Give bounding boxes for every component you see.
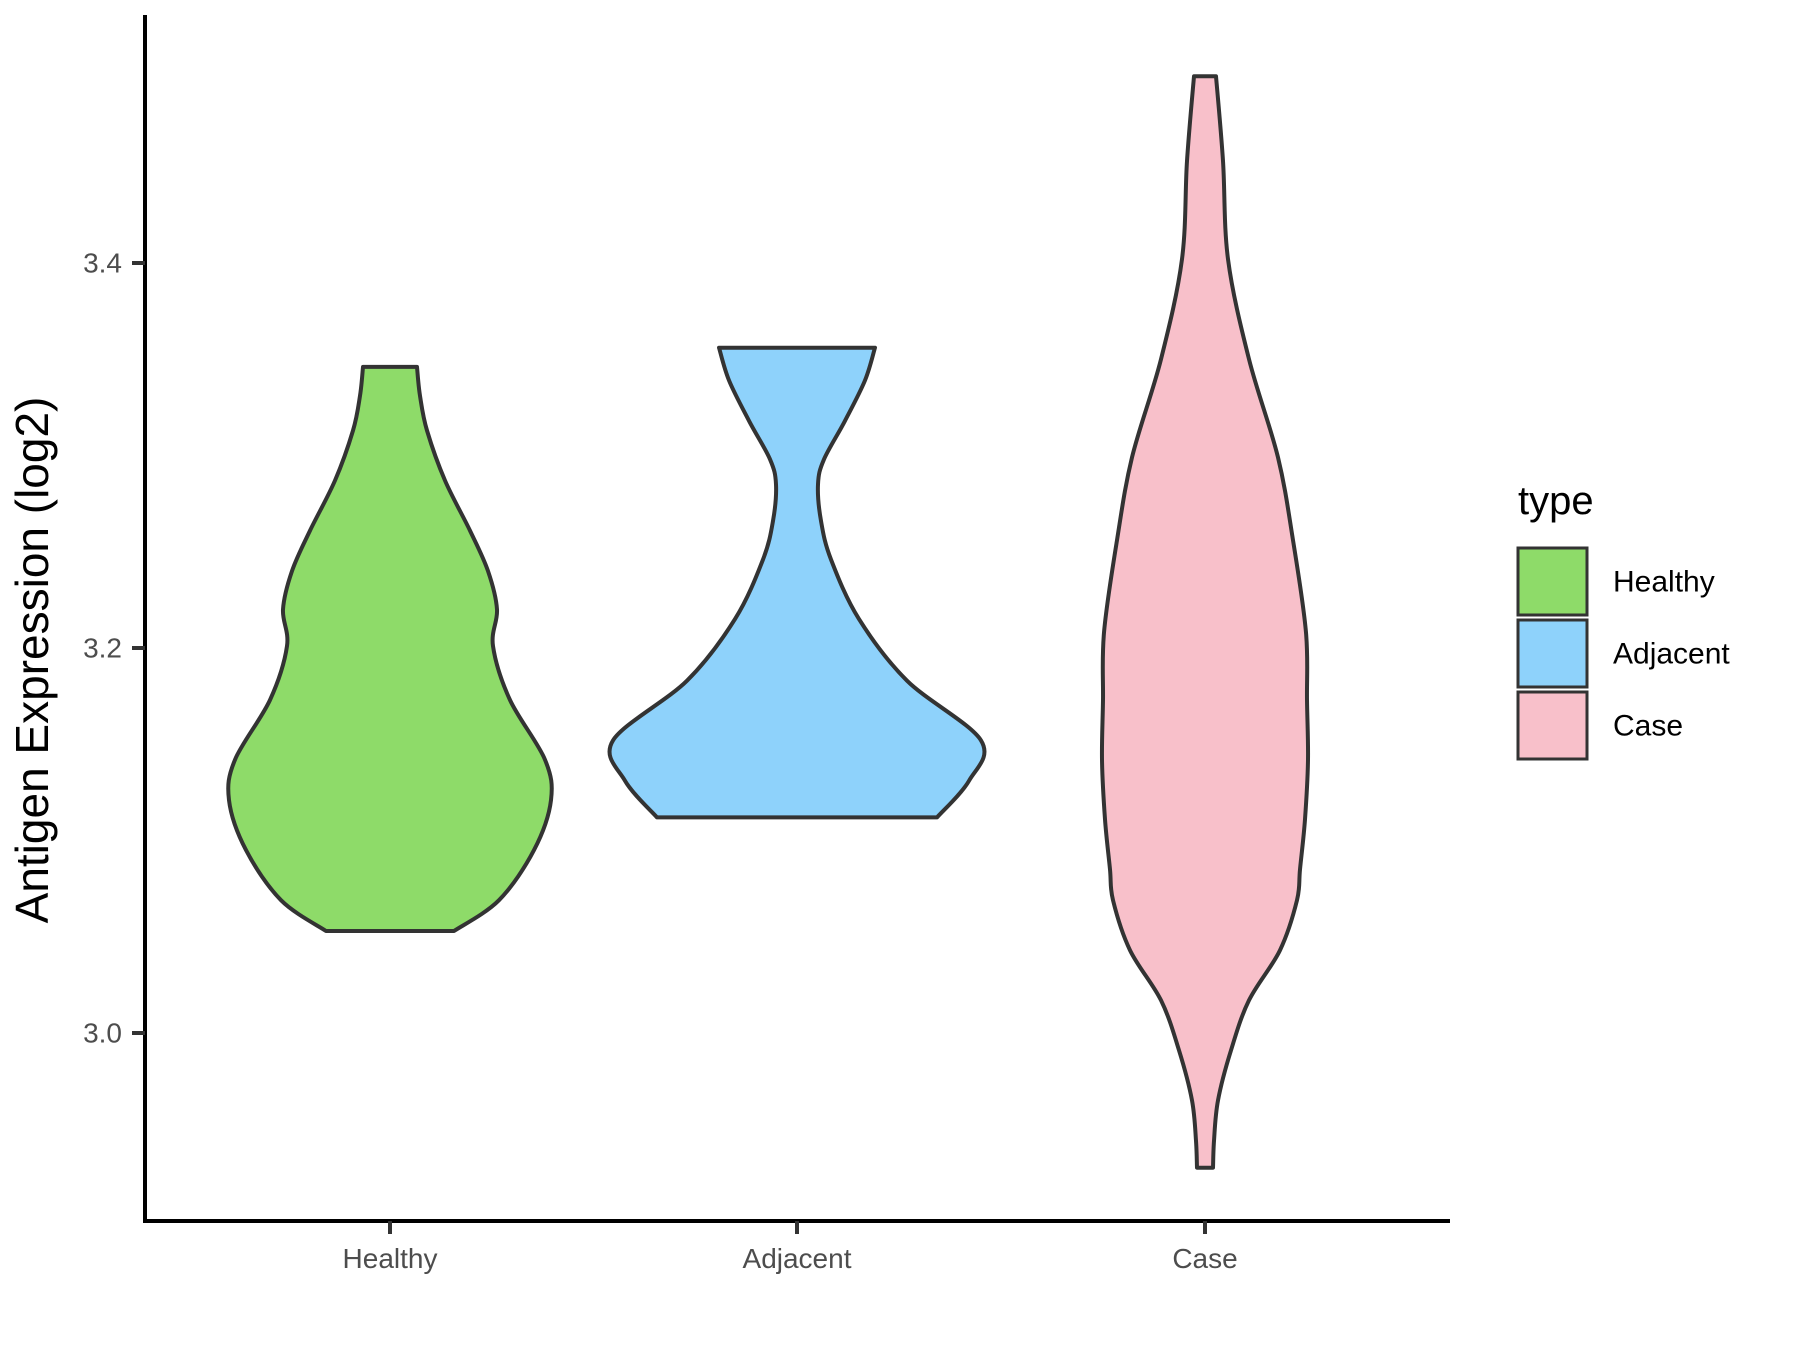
x-tick-label-healthy: Healthy [343,1243,438,1274]
y-axis-ticks: 3.4 3.2 3.0 [83,248,145,1049]
violin-case [1099,74,1311,1170]
y-tick-label-3.4: 3.4 [83,248,122,279]
x-axis-ticks: Healthy Adjacent Case [343,1221,1238,1274]
y-axis-title: Antigen Expression (log2) [6,397,58,924]
legend-label-healthy: Healthy [1613,566,1715,599]
legend-key-adjacent [1516,618,1589,689]
legend-title: type [1518,479,1594,523]
legend-key-case [1516,690,1589,761]
y-tick-label-3.0: 3.0 [83,1018,122,1049]
x-tick-label-case: Case [1172,1243,1237,1274]
violins-layer [226,74,1311,1170]
legend-label-adjacent: Adjacent [1613,638,1730,671]
legend-label-case: Case [1613,710,1683,743]
legend: type Healthy Adjacent Case [1516,479,1730,761]
x-tick-label-adjacent: Adjacent [743,1243,852,1274]
y-tick-label-3.2: 3.2 [83,633,122,664]
legend-key-healthy [1516,546,1589,617]
violin-adjacent [607,345,987,820]
violin-healthy [226,364,554,933]
